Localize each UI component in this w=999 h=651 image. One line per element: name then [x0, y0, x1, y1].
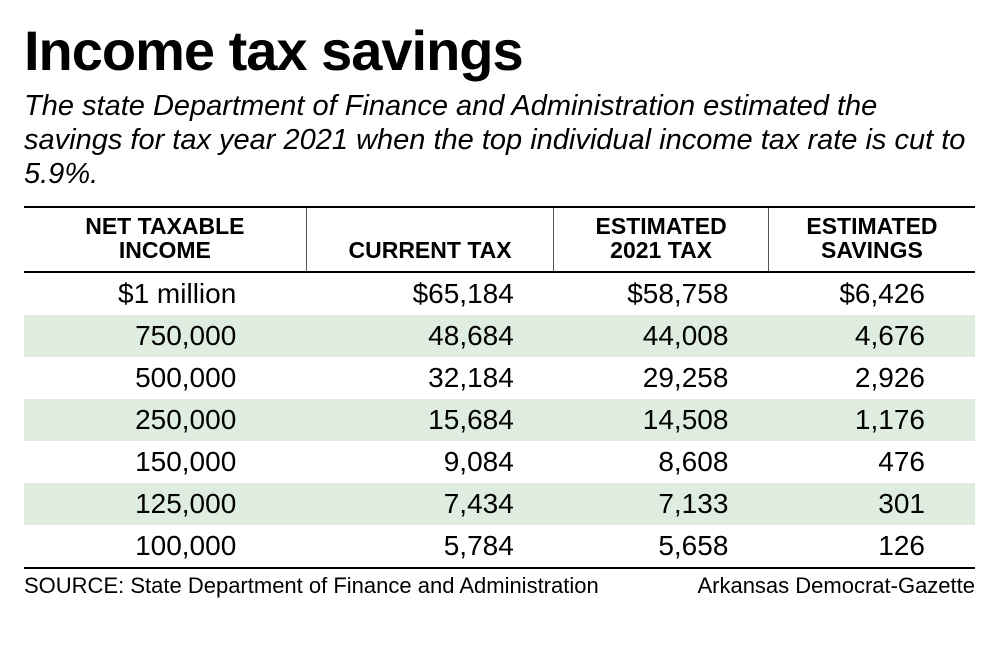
- table-cell: $6,426: [768, 272, 975, 315]
- col-header-savings: ESTIMATEDSAVINGS: [768, 207, 975, 273]
- footer: SOURCE: State Department of Finance and …: [24, 569, 975, 599]
- credit-text: Arkansas Democrat-Gazette: [697, 573, 975, 599]
- table-cell: 2,926: [768, 357, 975, 399]
- table-cell: 14,508: [554, 399, 769, 441]
- table-cell: $65,184: [306, 272, 554, 315]
- table-row: 750,00048,68444,0084,676: [24, 315, 975, 357]
- table-cell: 4,676: [768, 315, 975, 357]
- table-cell: 250,000: [24, 399, 306, 441]
- col-header-2021-tax: ESTIMATED2021 TAX: [554, 207, 769, 273]
- table-cell: 5,784: [306, 525, 554, 568]
- source-text: SOURCE: State Department of Finance and …: [24, 573, 599, 599]
- table-cell: 32,184: [306, 357, 554, 399]
- table-body: $1 million$65,184$58,758$6,426750,00048,…: [24, 272, 975, 568]
- table-cell: 500,000: [24, 357, 306, 399]
- table-cell: 301: [768, 483, 975, 525]
- table-cell: 15,684: [306, 399, 554, 441]
- table-cell: 7,133: [554, 483, 769, 525]
- table-cell: 750,000: [24, 315, 306, 357]
- table-cell: 125,000: [24, 483, 306, 525]
- table-cell: 150,000: [24, 441, 306, 483]
- table-row: 500,00032,18429,2582,926: [24, 357, 975, 399]
- table-cell: 29,258: [554, 357, 769, 399]
- table-row: 125,0007,4347,133301: [24, 483, 975, 525]
- table-header-row: NET TAXABLEINCOME CURRENT TAX ESTIMATED2…: [24, 207, 975, 273]
- page-title: Income tax savings: [24, 18, 975, 83]
- table-cell: 126: [768, 525, 975, 568]
- table-row: 150,0009,0848,608476: [24, 441, 975, 483]
- table-cell: 9,084: [306, 441, 554, 483]
- col-header-current-tax: CURRENT TAX: [306, 207, 554, 273]
- table-cell: 5,658: [554, 525, 769, 568]
- tax-savings-table: NET TAXABLEINCOME CURRENT TAX ESTIMATED2…: [24, 206, 975, 570]
- table-row: $1 million$65,184$58,758$6,426: [24, 272, 975, 315]
- table-cell: $1 million: [24, 272, 306, 315]
- table-cell: 48,684: [306, 315, 554, 357]
- table-cell: 100,000: [24, 525, 306, 568]
- table-cell: 7,434: [306, 483, 554, 525]
- col-header-income: NET TAXABLEINCOME: [24, 207, 306, 273]
- table-row: 100,0005,7845,658126: [24, 525, 975, 568]
- table-cell: $58,758: [554, 272, 769, 315]
- table-row: 250,00015,68414,5081,176: [24, 399, 975, 441]
- table-cell: 44,008: [554, 315, 769, 357]
- table-cell: 1,176: [768, 399, 975, 441]
- table-cell: 476: [768, 441, 975, 483]
- table-cell: 8,608: [554, 441, 769, 483]
- page-subtitle: The state Department of Finance and Admi…: [24, 89, 975, 192]
